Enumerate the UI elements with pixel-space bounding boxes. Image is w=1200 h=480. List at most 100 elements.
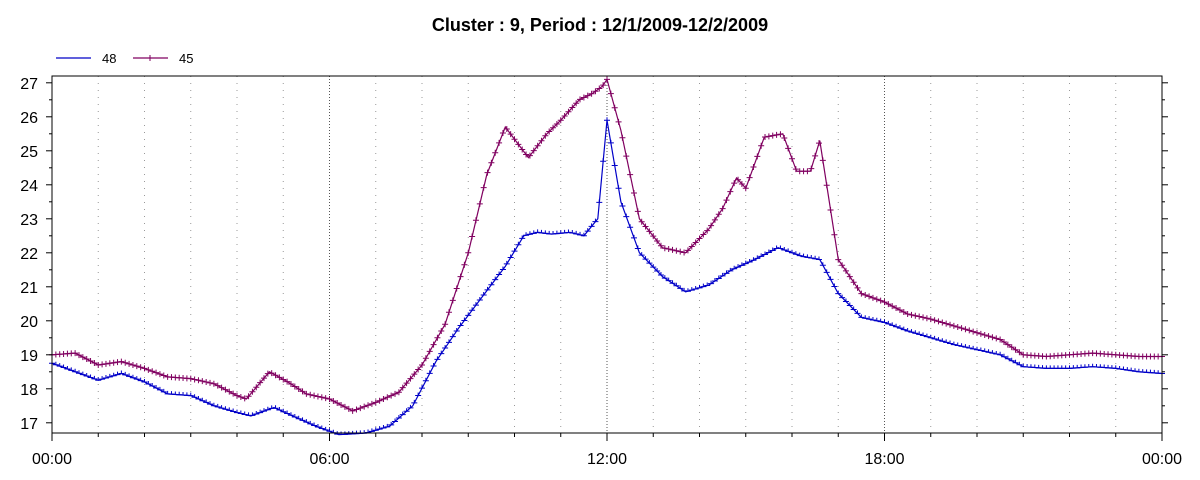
series-point-48	[912, 330, 919, 334]
series-point-48	[314, 424, 321, 428]
series-point-48	[129, 374, 136, 379]
series-point-48	[638, 252, 645, 256]
series-point-48	[52, 361, 59, 366]
series-point-48	[750, 257, 757, 261]
series-point-45	[511, 136, 518, 143]
series-point-48	[1004, 355, 1011, 360]
series-point-48	[985, 349, 992, 353]
series-point-45	[893, 305, 900, 312]
series-point-48	[395, 415, 402, 419]
series-point-45	[704, 227, 711, 234]
series-point-48	[885, 320, 892, 325]
series-point-45	[372, 399, 379, 406]
series-point-45	[276, 374, 283, 381]
series-point-45	[476, 200, 483, 207]
series-point-48	[997, 351, 1004, 356]
series-point-48	[950, 341, 957, 346]
series-point-48	[480, 291, 487, 296]
series-point-45	[449, 297, 456, 304]
series-point-45	[604, 76, 610, 83]
series-point-48	[434, 356, 441, 360]
series-point-45	[480, 184, 487, 191]
series-point-45	[260, 375, 267, 382]
series-point-45	[230, 390, 237, 397]
series-point-48	[476, 297, 483, 301]
series-point-45	[638, 218, 645, 225]
series-point-45	[754, 153, 761, 160]
series-point-48	[762, 251, 769, 255]
series-point-48	[503, 260, 510, 265]
y-tick-label: 17	[20, 416, 38, 433]
series-point-45	[681, 249, 688, 256]
series-point-45	[338, 401, 345, 408]
series-point-45	[758, 142, 765, 149]
series-point-45	[677, 248, 684, 255]
y-tick-label: 27	[20, 76, 38, 93]
series-point-45	[295, 385, 302, 392]
axes: 00:00 06:00 12:00 18:00 00:00 17 18 19 20 21 22 23 2…	[20, 76, 1182, 468]
series-point-45	[95, 362, 102, 368]
series-point-48	[203, 399, 210, 403]
series-point-45	[368, 400, 375, 407]
series-point-48	[195, 396, 202, 400]
series-point-48	[900, 326, 907, 331]
series-point-48	[765, 249, 772, 253]
series-point-48	[962, 344, 969, 348]
series-point-45	[137, 364, 144, 371]
series-point-48	[253, 411, 260, 415]
series-point-45	[866, 293, 873, 300]
series-point-48	[530, 230, 537, 234]
series-point-45	[503, 126, 510, 133]
series-point-45	[553, 120, 560, 127]
series-point-48	[156, 386, 163, 391]
series-point-48	[230, 408, 237, 412]
series-point-48	[372, 427, 379, 431]
series-point-45	[291, 383, 298, 390]
series-point-45	[862, 292, 869, 299]
series-point-45	[492, 149, 499, 156]
series-point-48	[904, 328, 911, 332]
series-point-45	[122, 359, 129, 366]
series-point-48	[796, 252, 803, 257]
y-tick-label: 23	[20, 212, 38, 229]
series-point-45	[565, 108, 572, 115]
series-point-48	[804, 254, 811, 258]
series-point-48	[657, 272, 664, 276]
series-point-45	[353, 406, 360, 413]
series-point-45	[577, 96, 584, 103]
series-point-48	[607, 139, 614, 144]
series-point-48	[1008, 357, 1015, 362]
series-point-45	[908, 311, 915, 318]
series-point-48	[1000, 353, 1007, 358]
series-point-45	[272, 372, 279, 379]
series-point-45	[75, 352, 82, 359]
series-point-48	[110, 372, 117, 377]
series-point-48	[935, 337, 942, 341]
series-point-45	[415, 366, 422, 373]
series-point-48	[392, 418, 399, 422]
series-point-45	[453, 285, 460, 292]
series-point-45	[912, 312, 919, 319]
series-point-45	[160, 372, 167, 379]
series-point-45	[900, 309, 907, 316]
series-point-48	[943, 339, 950, 343]
series-point-45	[827, 207, 834, 214]
series-point-45	[889, 303, 896, 310]
series-point-45	[923, 315, 930, 322]
series-point-48	[426, 370, 433, 374]
x-tick-label: 06:00	[309, 451, 349, 468]
series-point-45	[789, 155, 795, 162]
series-point-48	[99, 376, 106, 380]
series-point-45	[823, 182, 830, 189]
series-point-48	[1128, 367, 1135, 372]
series-point-48	[114, 371, 121, 376]
series-point-48	[237, 410, 244, 415]
series-point-45	[307, 391, 314, 398]
series-point-45	[496, 139, 503, 146]
series-point-45	[920, 314, 927, 321]
series-point-45	[411, 371, 418, 378]
series-point-48	[303, 419, 310, 423]
legend-label-45: 45	[179, 51, 193, 66]
series-point-48	[688, 287, 695, 291]
series-point-48	[600, 158, 607, 162]
